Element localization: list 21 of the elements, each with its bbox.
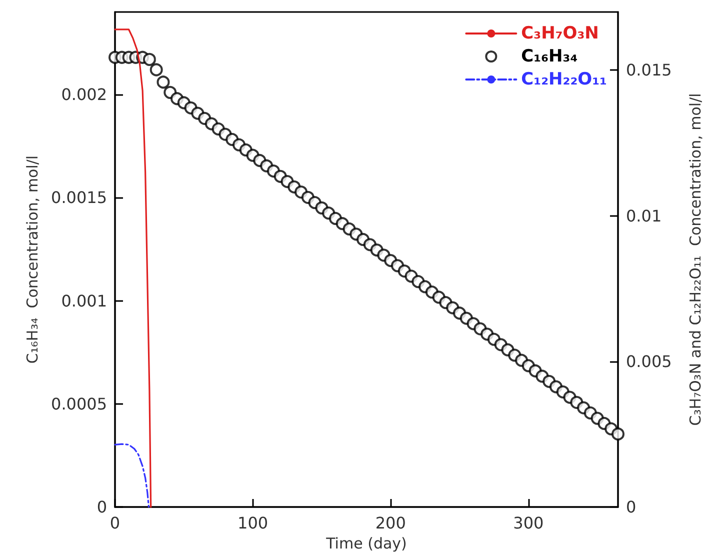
y-tick-label: 0 xyxy=(96,498,107,516)
line-series xyxy=(114,443,150,508)
line-series xyxy=(114,28,152,508)
y2-tick-label: 0.01 xyxy=(626,206,662,226)
y-tick-label: 0.0015 xyxy=(51,188,107,208)
y2-tick-label: 0 xyxy=(626,498,636,516)
legend-label: C₃H₇O₃N xyxy=(521,24,599,44)
y-tick-label: 0.002 xyxy=(61,85,107,104)
y-tick-label: 0.0005 xyxy=(51,394,107,414)
y2-tick-label: 0.015 xyxy=(626,60,672,80)
legend-label: C₁₂H₂₂O₁₁ xyxy=(521,70,608,90)
y2-axis-title: C₃H₇O₃N and C₁₂H₂₂O₁₁ Concentration, mol/l xyxy=(686,93,704,426)
x-tick-label: 200 xyxy=(375,514,406,532)
x-axis-title: Time (day) xyxy=(325,534,407,552)
x-tick-label: 100 xyxy=(238,514,268,532)
y-axis-title: C₁₆H₃₄ Concentration, mol/l xyxy=(24,155,42,364)
x-tick-label: 0 xyxy=(110,514,120,532)
y-tick-label: 0.001 xyxy=(61,291,107,310)
y2-tick-label: 0.005 xyxy=(626,352,672,371)
legend-label: C₁₆H₃₄ xyxy=(521,46,578,66)
x-tick-label: 300 xyxy=(513,514,544,532)
